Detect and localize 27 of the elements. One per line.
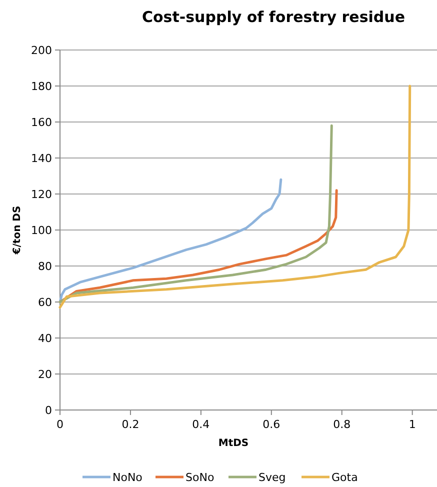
legend-label: SoNo [186, 471, 214, 484]
line-series [58, 84, 412, 309]
y-axis-title: €/ton DS [12, 206, 23, 256]
y-tick-label: 0 [45, 404, 52, 417]
chart-title: Cost-supply of forestry residue [142, 8, 406, 26]
y-tick-label: 120 [31, 188, 52, 201]
y-tick-label: 160 [31, 116, 52, 129]
line-series [58, 124, 333, 304]
x-tick-label: 0.8 [333, 418, 351, 431]
line-series [58, 178, 282, 304]
y-tick-label: 100 [31, 224, 52, 237]
y-tick-label: 40 [38, 332, 52, 345]
y-tick-label: 140 [31, 152, 52, 165]
y-tick-label: 80 [38, 260, 52, 273]
x-tick-label: 0 [56, 418, 64, 431]
legend-label: Sveg [258, 471, 286, 484]
y-tick-label: 60 [38, 296, 52, 309]
x-tick-label: 0.4 [192, 418, 210, 431]
x-tick-label: 0.2 [122, 418, 140, 431]
x-tick-label: 1 [408, 418, 416, 431]
legend-label: Gota [332, 471, 358, 484]
y-tick-label: 200 [31, 44, 52, 57]
x-tick-label: 0.6 [262, 418, 280, 431]
y-tick-label: 20 [38, 368, 52, 381]
legend-label: NoNo [112, 471, 143, 484]
x-axis-title: MtDS [218, 438, 249, 449]
y-tick-label: 180 [31, 80, 52, 93]
